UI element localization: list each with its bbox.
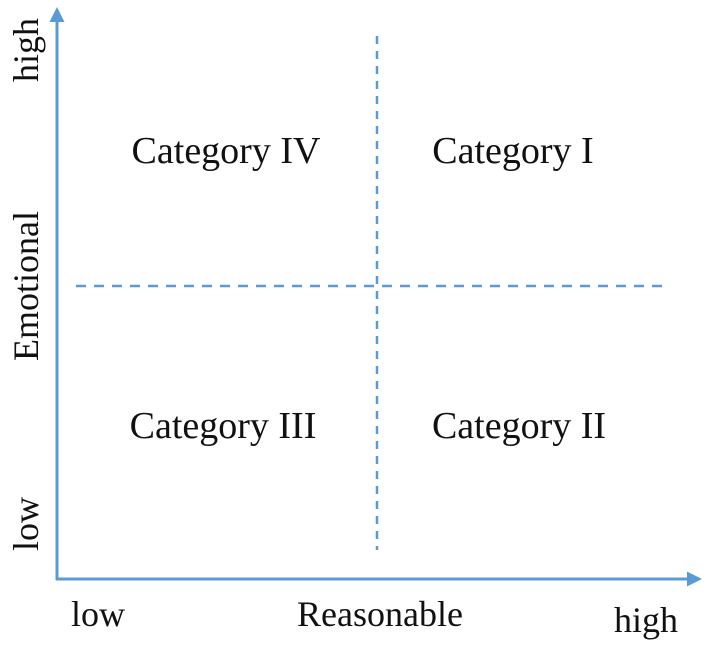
y-axis-high-label: high bbox=[6, 18, 46, 82]
x-axis-low-label: low bbox=[71, 594, 125, 634]
x-axis-high-label: high bbox=[614, 600, 678, 640]
y-axis-title: Emotional bbox=[6, 211, 46, 361]
quadrant-bottom-right-label: Category II bbox=[432, 405, 606, 447]
x-axis-title: Reasonable bbox=[297, 594, 463, 634]
y-axis-low-label: low bbox=[6, 497, 46, 551]
quadrant-top-right-label: Category I bbox=[432, 130, 593, 172]
quadrant-top-left-label: Category IV bbox=[132, 130, 321, 172]
quadrant-bottom-left-label: Category III bbox=[130, 405, 317, 447]
